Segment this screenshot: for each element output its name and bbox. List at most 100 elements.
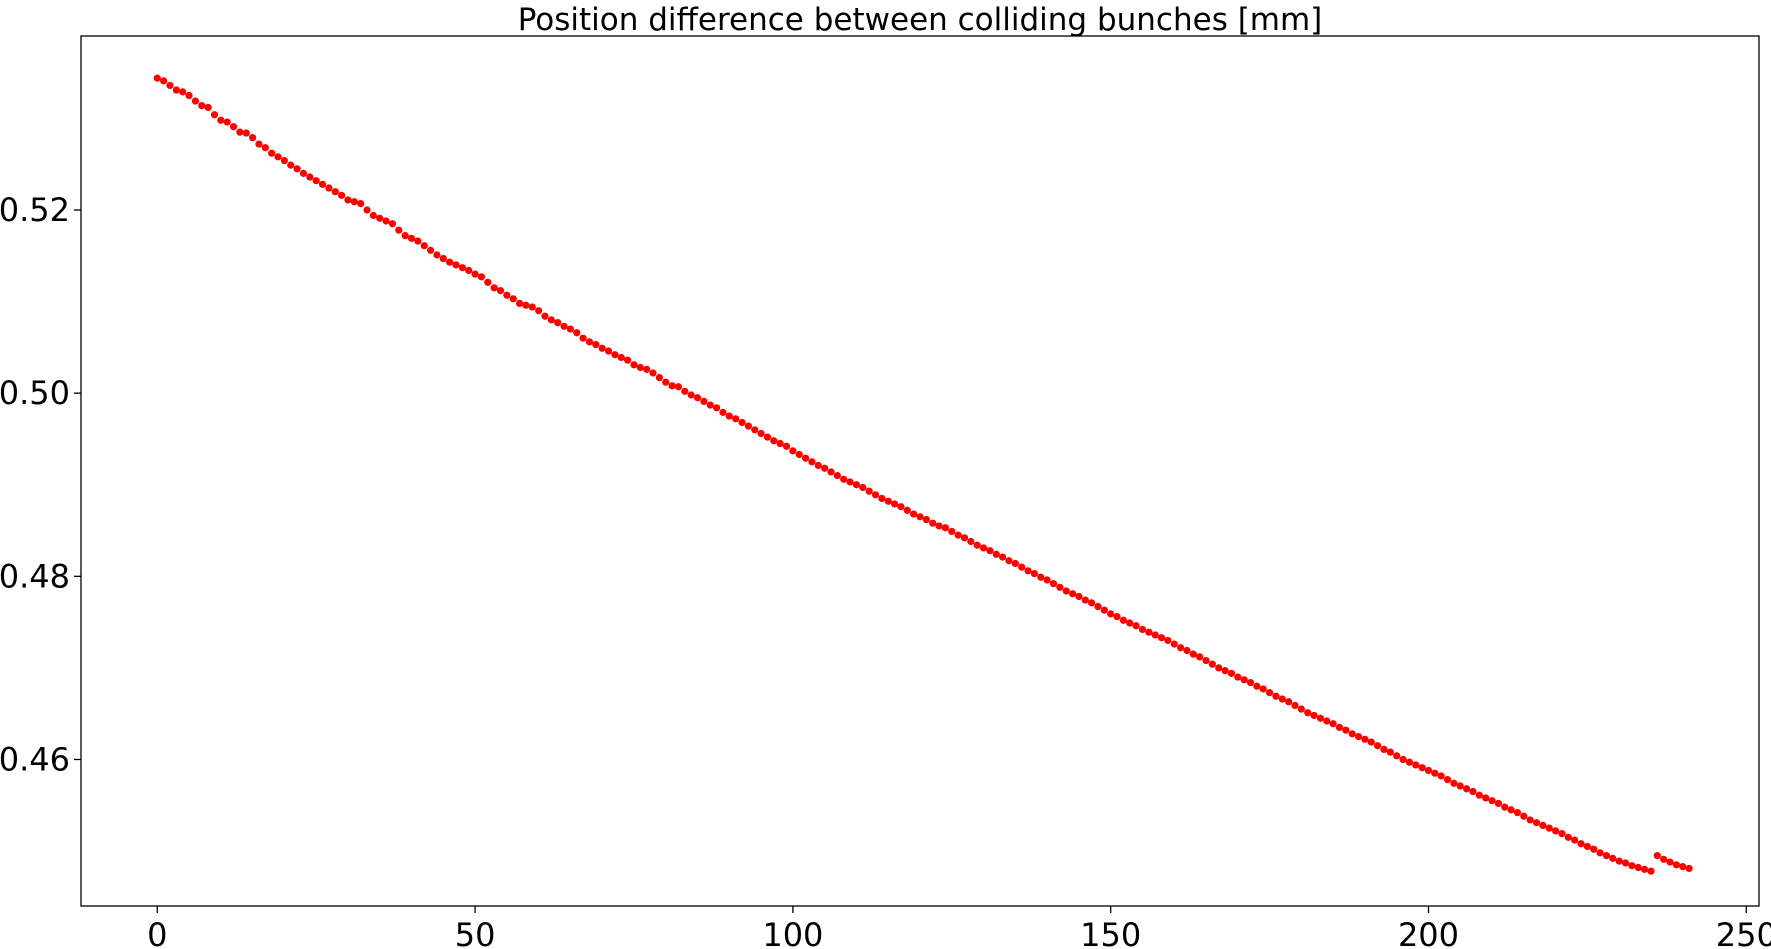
data-point	[1348, 730, 1356, 738]
data-point	[973, 541, 981, 549]
data-point	[1329, 720, 1337, 728]
data-point	[821, 464, 829, 472]
data-point	[1164, 636, 1172, 645]
data-point	[897, 503, 905, 511]
data-point	[979, 544, 988, 552]
data-point	[210, 111, 219, 119]
data-point	[1297, 705, 1305, 713]
data-point	[1151, 631, 1159, 639]
data-point	[1310, 711, 1318, 720]
x-tick-label: 0	[147, 916, 167, 949]
data-point	[604, 347, 613, 355]
data-point	[1291, 701, 1299, 710]
data-point	[1507, 806, 1515, 814]
x-tick-label: 50	[455, 916, 496, 949]
data-point	[496, 286, 505, 295]
data-point	[852, 481, 861, 489]
data-point	[1571, 836, 1579, 844]
data-point	[1443, 776, 1452, 784]
data-point	[179, 88, 187, 96]
data-point	[541, 312, 549, 320]
data-point	[337, 191, 346, 199]
data-point	[1634, 863, 1642, 872]
data-point	[643, 365, 651, 373]
data-point	[306, 173, 314, 181]
data-point	[941, 524, 950, 532]
data-point	[242, 129, 250, 137]
data-point	[484, 278, 492, 286]
data-point	[191, 97, 200, 105]
data-point	[198, 102, 206, 110]
x-tick-label: 100	[762, 916, 823, 949]
data-point	[1068, 590, 1077, 598]
data-point	[1011, 559, 1019, 568]
data-point	[1335, 723, 1344, 732]
data-point	[795, 450, 803, 459]
data-point	[1176, 644, 1185, 652]
data-point	[1564, 833, 1572, 841]
data-point	[420, 242, 428, 250]
data-point	[185, 91, 193, 100]
data-point	[910, 510, 918, 518]
data-point	[471, 270, 479, 278]
data-point	[1520, 812, 1528, 820]
data-point	[166, 81, 174, 90]
data-point	[452, 261, 460, 269]
data-point	[1253, 682, 1261, 690]
data-point	[1469, 787, 1477, 796]
data-point	[992, 550, 1000, 558]
data-point	[249, 134, 257, 142]
data-point	[649, 369, 657, 377]
data-points	[153, 74, 1693, 875]
data-point	[560, 322, 568, 330]
data-point	[789, 447, 797, 455]
data-point	[763, 433, 772, 441]
data-point	[662, 378, 670, 386]
data-point	[1088, 599, 1096, 607]
data-point	[1615, 857, 1623, 865]
data-point	[1189, 650, 1197, 658]
data-point	[808, 458, 816, 466]
data-point	[1640, 865, 1649, 873]
x-tick-label: 150	[1080, 916, 1141, 949]
data-point	[770, 437, 778, 445]
data-point	[878, 494, 886, 503]
data-point	[1609, 854, 1617, 862]
data-point	[522, 301, 530, 309]
data-point	[446, 258, 454, 266]
data-point	[1246, 678, 1255, 687]
data-point	[229, 123, 238, 131]
data-point	[566, 325, 575, 333]
data-point	[1679, 863, 1687, 871]
data-point	[1126, 619, 1134, 627]
data-point	[776, 439, 784, 448]
data-point	[1094, 602, 1102, 611]
data-point	[1672, 861, 1680, 869]
data-point	[395, 226, 403, 234]
data-point	[1393, 752, 1401, 760]
y-axis: 0.46 0.48 0.50 0.52	[0, 191, 81, 778]
data-point	[986, 547, 994, 555]
data-point	[458, 264, 466, 272]
data-point	[439, 254, 447, 263]
data-point	[1685, 864, 1693, 873]
data-point	[255, 140, 263, 148]
data-point	[954, 531, 962, 539]
data-point	[1596, 849, 1604, 857]
data-point	[801, 454, 810, 462]
data-point	[935, 522, 943, 530]
data-point	[585, 338, 594, 346]
data-point	[1577, 840, 1585, 848]
data-point	[223, 118, 231, 126]
data-point	[1367, 738, 1375, 746]
data-point	[1501, 803, 1509, 811]
data-point	[713, 404, 721, 412]
data-point	[1666, 858, 1674, 866]
data-point	[1259, 685, 1267, 693]
data-point	[1647, 867, 1655, 875]
data-point	[1660, 855, 1668, 863]
data-point	[598, 344, 606, 352]
data-point	[1354, 732, 1363, 741]
data-point	[929, 519, 937, 527]
data-point	[268, 149, 276, 157]
